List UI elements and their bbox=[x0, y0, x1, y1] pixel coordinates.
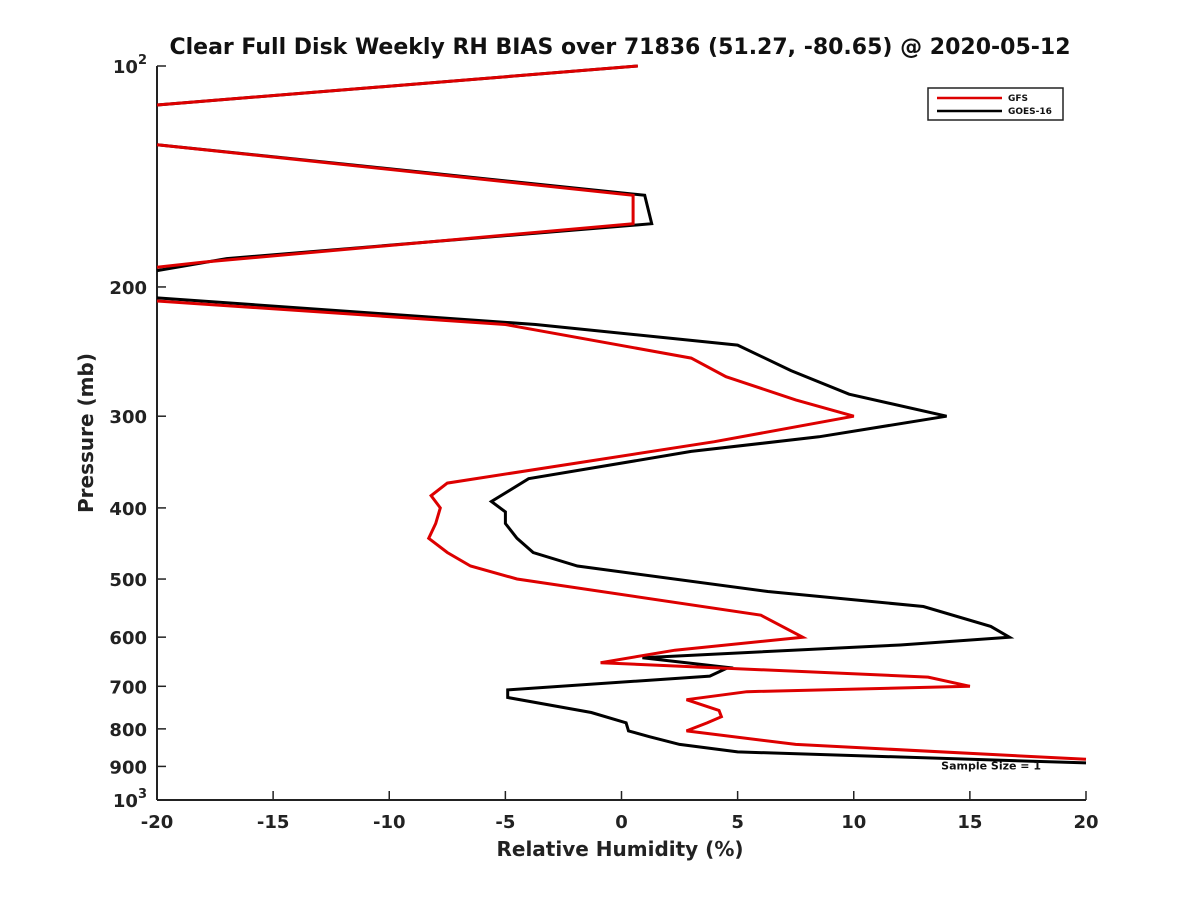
series-line-goes-16 bbox=[156, 296, 1087, 765]
series-line-gfs bbox=[156, 143, 635, 269]
y-tick-label: 700 bbox=[109, 677, 147, 698]
sample-size-annotation: Sample Size = 1 bbox=[941, 759, 1041, 772]
y-tick-label: 800 bbox=[109, 720, 147, 741]
y-tick-label: 102 bbox=[113, 53, 147, 78]
x-tick-label: 10 bbox=[841, 812, 866, 833]
y-tick-label: 600 bbox=[109, 628, 147, 649]
y-axis-label: Pressure (mb) bbox=[74, 353, 98, 513]
legend-label-gfs: GFS bbox=[1008, 94, 1028, 104]
x-tick-label: 5 bbox=[731, 812, 744, 833]
series-line-gfs bbox=[156, 64, 638, 107]
series-line-goes-16 bbox=[156, 143, 654, 273]
x-tick-label: -20 bbox=[141, 812, 174, 833]
legend-label-goes-16: GOES-16 bbox=[1008, 107, 1052, 117]
x-tick-label: -15 bbox=[257, 812, 290, 833]
x-tick-label: -5 bbox=[495, 812, 515, 833]
x-tick-label: 15 bbox=[957, 812, 982, 833]
y-tick-label: 500 bbox=[109, 570, 147, 591]
y-tick-label: 200 bbox=[109, 278, 147, 299]
plot-area: -20 -15 -10 -5 0 5 10 15 20 102 200 300 400 500 600 700… bbox=[109, 53, 1098, 833]
y-tick-label: 300 bbox=[109, 407, 147, 428]
x-tick-label: 20 bbox=[1073, 812, 1098, 833]
y-tick-label: 400 bbox=[109, 499, 147, 520]
legend: GFS GOES-16 bbox=[927, 87, 1064, 121]
series-line-gfs bbox=[156, 299, 1087, 761]
y-tick-label: 103 bbox=[113, 787, 147, 812]
x-tick-label: 0 bbox=[615, 812, 628, 833]
y-tick-label: 900 bbox=[109, 757, 147, 778]
x-axis-label: Relative Humidity (%) bbox=[496, 837, 743, 861]
chart-title: Clear Full Disk Weekly RH BIAS over 7183… bbox=[169, 35, 1070, 60]
x-tick-label: -10 bbox=[373, 812, 406, 833]
legend-box bbox=[927, 87, 1064, 121]
